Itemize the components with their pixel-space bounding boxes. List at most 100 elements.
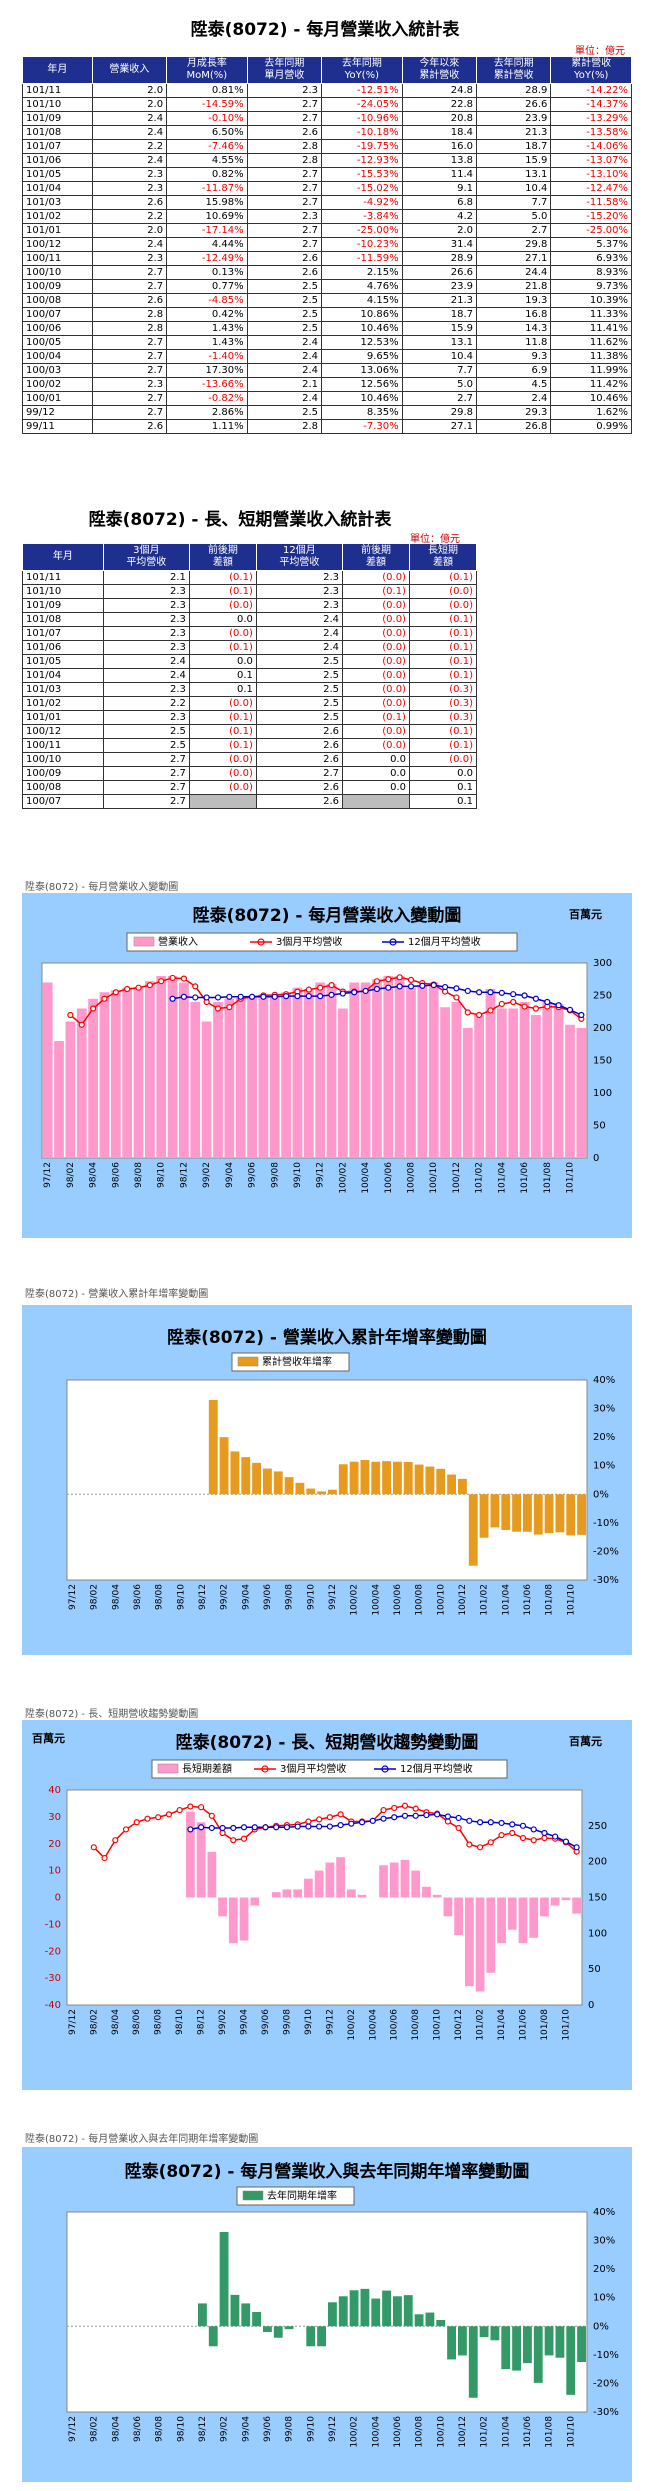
avg3-point — [101, 995, 108, 1002]
avg3-point — [519, 1834, 527, 1842]
table-cell: 2.3 — [255, 598, 343, 613]
table-cell: 2.4 — [91, 237, 168, 252]
table-cell: 2.4 — [102, 668, 190, 683]
yoy-bar — [403, 1462, 413, 1495]
table-cell: 0.0 — [188, 612, 257, 627]
avg3-point — [240, 1835, 248, 1842]
y-left-tick-label: 30 — [48, 1812, 61, 1823]
table-header-cell: 長短期 差額 — [408, 543, 478, 571]
table-cell: 4.44% — [166, 237, 248, 252]
table-cell: 22.8 — [401, 97, 478, 112]
table-cell: 101/02 — [22, 209, 93, 224]
table-cell: 2.0 — [91, 83, 168, 98]
avg12-point — [555, 1002, 562, 1009]
table-header-cell: 去年同期 單月營收 — [246, 56, 323, 84]
yoy-bar — [490, 2326, 500, 2341]
yoy-bar — [501, 1494, 511, 1530]
table-cell: 0.0 — [188, 654, 257, 669]
table-cell: (0.1) — [188, 738, 257, 753]
table-cell: 28.9 — [475, 83, 552, 98]
diff-bar — [186, 1811, 195, 1898]
y-tick-label: 150 — [593, 1056, 612, 1067]
table-cell: -13.66% — [166, 377, 248, 392]
diff-bar — [207, 1851, 217, 1898]
table-cell: 0.77% — [166, 279, 248, 294]
yoy-bar — [555, 1494, 565, 1533]
table-cell: 13.8 — [401, 153, 478, 168]
x-tick-label: 98/04 — [111, 1584, 121, 1610]
table-cell — [341, 794, 410, 809]
table-cell: 2.7 — [102, 766, 190, 781]
table-cell: 100/09 — [22, 279, 93, 294]
avg3-point — [317, 984, 324, 991]
diff-bar — [572, 1897, 581, 1914]
table-cell: -4.92% — [321, 195, 403, 210]
x-tick-label: 97/12 — [68, 2416, 78, 2442]
x-tick-label: 99/12 — [328, 1584, 338, 1610]
table-cell: 2.7 — [91, 265, 168, 280]
table-cell: 2.4 — [246, 335, 323, 350]
yoy-bar — [295, 1482, 305, 1495]
yoy-bar — [436, 2320, 446, 2327]
table-cell: 2.4 — [255, 612, 343, 627]
diff-bar — [540, 1897, 549, 1917]
x-tick-label: 99/06 — [263, 2416, 273, 2442]
table-cell: 10.46% — [550, 391, 632, 406]
yoy-bar — [349, 2290, 359, 2327]
table-cell: 26.6 — [401, 265, 478, 280]
table-cell: 1.11% — [166, 419, 248, 434]
monthly-revenue-table: 年月 營業收入 月成長率 MoM(%) 去年同期 單月營收 去年同期 YoY(%) 今年以來 累計… — [22, 56, 632, 434]
y-tick-label: 30% — [593, 2236, 615, 2247]
yoy-bar — [219, 1437, 229, 1495]
legend-marker — [381, 1765, 389, 1773]
table-cell: 101/02 — [22, 696, 104, 711]
table-cell: 2.6 — [255, 752, 343, 767]
avg3-point — [396, 974, 403, 981]
avg12-point — [498, 989, 505, 997]
table-cell: 11.42% — [550, 377, 632, 392]
table-row: 100/03 2.7 17.30% 2.4 13.06% 7.7 6.9 11.99% — [22, 363, 632, 378]
yoy-bar — [208, 2326, 218, 2347]
table-cell: -25.00% — [550, 223, 632, 238]
yoy-bar — [447, 2326, 456, 2360]
table-cell: 2.5 — [246, 307, 323, 322]
yoy-bar — [360, 1460, 370, 1495]
table-cell: 101/05 — [22, 167, 93, 182]
table-cell: 2.3 — [102, 682, 190, 697]
yoy-bar — [241, 1457, 251, 1495]
legend-label: 3個月平均營收 — [280, 1762, 346, 1775]
table-cell: 0.0 — [341, 780, 410, 795]
y-left-tick-label: -40 — [45, 2000, 61, 2011]
table-cell: 101/04 — [22, 181, 93, 196]
y-tick-label: -20% — [593, 1546, 619, 1557]
yoy-bar — [566, 1494, 576, 1536]
table-cell: 11.38% — [550, 349, 632, 364]
table-cell: (0.3) — [408, 696, 478, 711]
x-tick-label: 99/08 — [285, 1584, 295, 1610]
yoy-bar — [458, 2326, 467, 2356]
table-cell: 2.7 — [246, 223, 323, 238]
table-cell: 100/12 — [22, 237, 93, 252]
avg3-point — [476, 1011, 483, 1019]
x-tick-label: 101/02 — [480, 2416, 490, 2448]
y-tick-label: 0 — [593, 1153, 599, 1164]
table-header-cell: 年月 — [22, 56, 93, 84]
avg12-point — [240, 1824, 248, 1831]
table-header-cell: 累計營收 YoY(%) — [550, 56, 632, 84]
avg12-point — [348, 1820, 355, 1827]
table-cell: 100/05 — [22, 335, 93, 350]
table-cell: (0.1) — [188, 710, 257, 725]
avg12-point — [317, 993, 324, 1000]
avg3-point — [208, 1812, 215, 1819]
avg3-point — [541, 1834, 548, 1842]
x-tick-label: 100/12 — [454, 2009, 464, 2041]
x-tick-label: 101/02 — [475, 1162, 485, 1194]
avg12-point — [476, 1819, 484, 1826]
x-tick-label: 99/02 — [202, 1162, 212, 1188]
diff-bar — [464, 1897, 474, 1987]
avg12-point — [423, 1811, 430, 1819]
yoy-bar — [328, 1489, 337, 1495]
yoy-bar — [230, 2294, 240, 2327]
